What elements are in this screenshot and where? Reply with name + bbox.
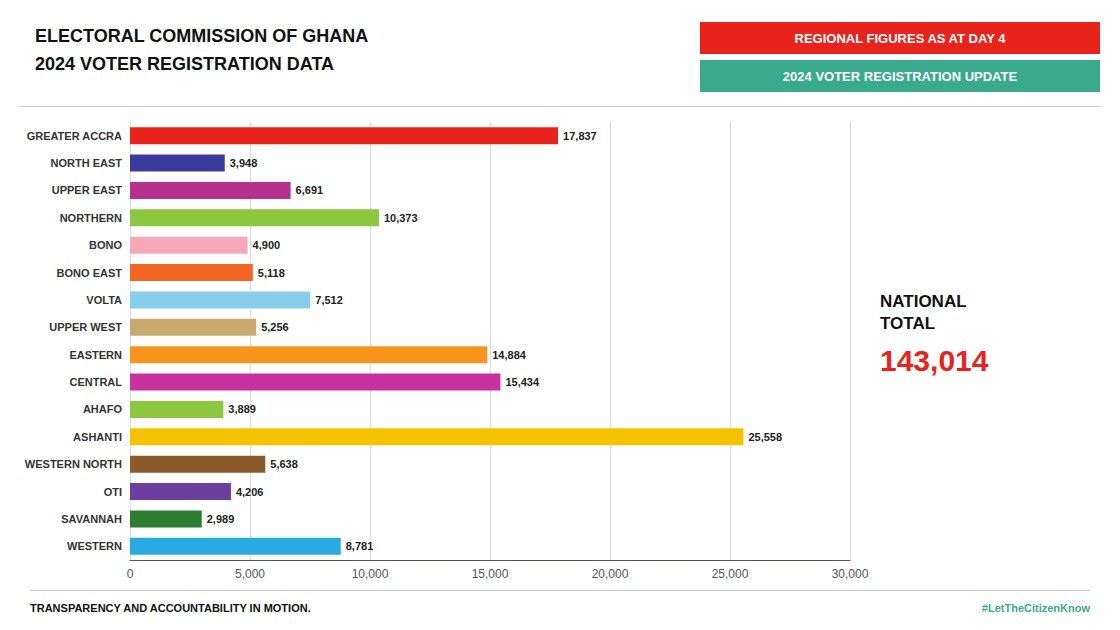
svg-text:EASTERN: EASTERN — [69, 349, 122, 361]
svg-text:NORTH EAST: NORTH EAST — [51, 157, 123, 169]
svg-text:0: 0 — [127, 567, 134, 581]
svg-text:8,781: 8,781 — [346, 540, 374, 552]
svg-text:30,000: 30,000 — [832, 567, 869, 581]
svg-text:GREATER ACCRA: GREATER ACCRA — [27, 130, 122, 142]
svg-text:5,638: 5,638 — [270, 458, 298, 470]
svg-text:OTI: OTI — [104, 486, 122, 498]
svg-text:2024 VOTER REGISTRATION DATA: 2024 VOTER REGISTRATION DATA — [35, 54, 334, 74]
svg-text:ASHANTI: ASHANTI — [73, 431, 122, 443]
svg-text:ELECTORAL COMMISSION OF GHANA: ELECTORAL COMMISSION OF GHANA — [35, 26, 368, 46]
svg-text:25,000: 25,000 — [712, 567, 749, 581]
svg-text:20,000: 20,000 — [592, 567, 629, 581]
svg-text:3,889: 3,889 — [228, 403, 256, 415]
svg-text:WESTERN: WESTERN — [67, 540, 122, 552]
svg-text:6,691: 6,691 — [296, 184, 324, 196]
svg-text:UPPER EAST: UPPER EAST — [52, 184, 123, 196]
svg-text:#LetTheCitizenKnow: #LetTheCitizenKnow — [982, 602, 1091, 614]
svg-text:5,118: 5,118 — [258, 267, 285, 279]
svg-text:10,373: 10,373 — [384, 212, 418, 224]
svg-text:4,206: 4,206 — [236, 486, 264, 498]
svg-text:TRANSPARENCY AND ACCOUNTABILIT: TRANSPARENCY AND ACCOUNTABILITY IN MOTIO… — [30, 602, 311, 614]
svg-text:BONO EAST: BONO EAST — [57, 267, 123, 279]
svg-text:10,000: 10,000 — [352, 567, 389, 581]
svg-text:2024 VOTER REGISTRATION UPDATE: 2024 VOTER REGISTRATION UPDATE — [783, 69, 1018, 84]
svg-text:TOTAL: TOTAL — [880, 314, 935, 333]
svg-text:UPPER WEST: UPPER WEST — [49, 321, 122, 333]
svg-text:NATIONAL: NATIONAL — [880, 292, 967, 311]
svg-text:25,558: 25,558 — [748, 431, 782, 443]
svg-text:5,256: 5,256 — [261, 321, 289, 333]
svg-text:CENTRAL: CENTRAL — [69, 376, 122, 388]
svg-text:BONO: BONO — [89, 239, 122, 251]
svg-text:7,512: 7,512 — [315, 294, 343, 306]
svg-text:143,014: 143,014 — [880, 344, 989, 377]
svg-text:VOLTA: VOLTA — [86, 294, 122, 306]
svg-text:AHAFO: AHAFO — [83, 403, 123, 415]
svg-text:15,434: 15,434 — [505, 376, 540, 388]
svg-text:5,000: 5,000 — [235, 567, 265, 581]
svg-text:15,000: 15,000 — [472, 567, 509, 581]
svg-text:2,989: 2,989 — [207, 513, 235, 525]
svg-text:4,900: 4,900 — [253, 239, 281, 251]
svg-text:NORTHERN: NORTHERN — [60, 212, 122, 224]
svg-text:WESTERN NORTH: WESTERN NORTH — [25, 458, 122, 470]
svg-text:14,884: 14,884 — [492, 349, 527, 361]
svg-text:SAVANNAH: SAVANNAH — [61, 513, 122, 525]
svg-text:REGIONAL FIGURES AS AT DAY 4: REGIONAL FIGURES AS AT DAY 4 — [795, 31, 1007, 46]
svg-text:17,837: 17,837 — [563, 130, 597, 142]
svg-text:3,948: 3,948 — [230, 157, 258, 169]
